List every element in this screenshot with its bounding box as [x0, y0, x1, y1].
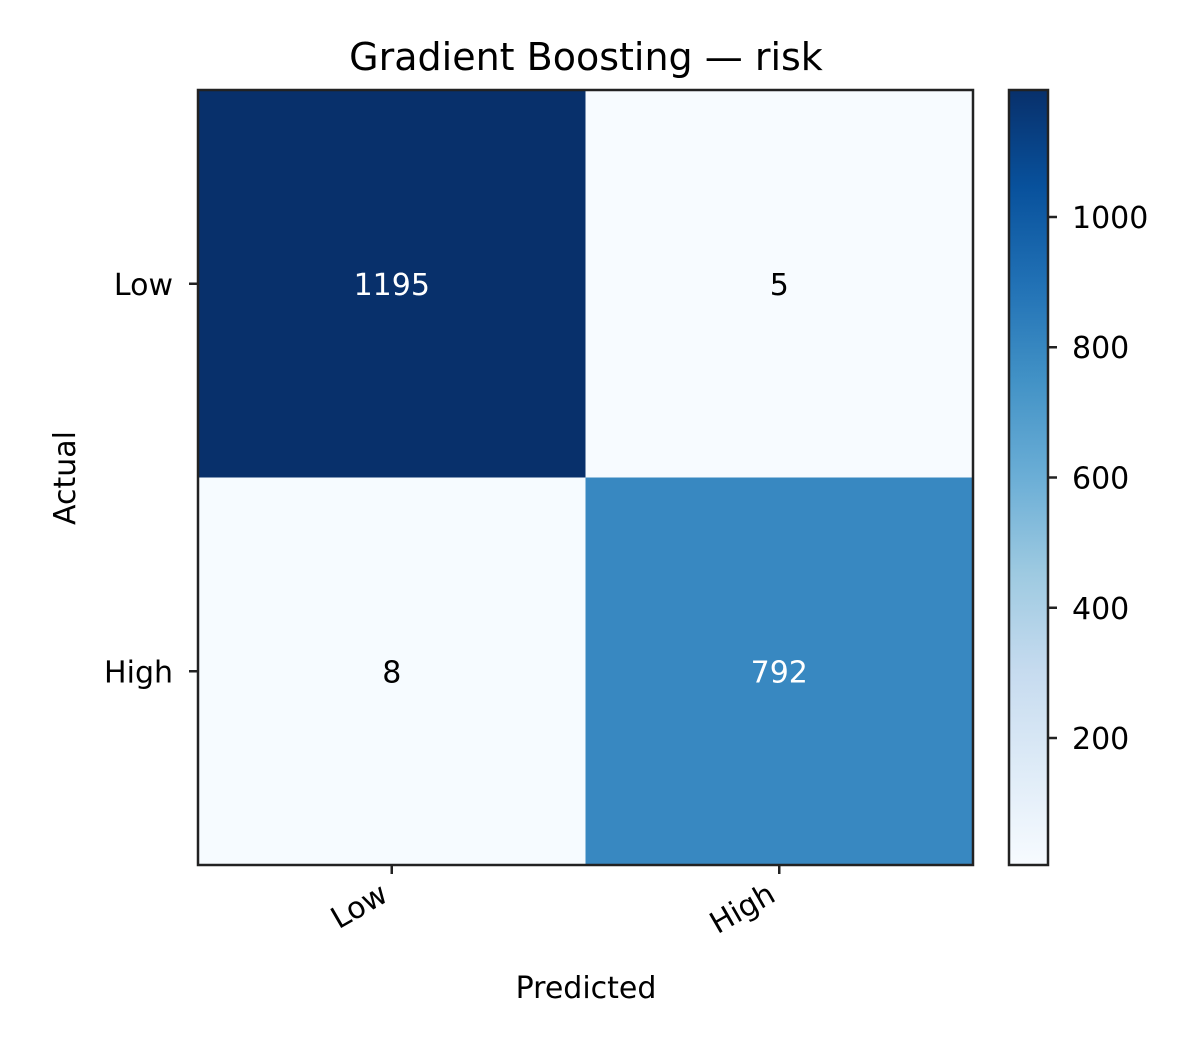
colorbar-tick-label: 1000	[1072, 201, 1148, 236]
heatmap-cell	[198, 477, 586, 865]
cell-value-label: 5	[770, 268, 789, 303]
x-tick-label: High	[704, 877, 781, 942]
heatmap-cell	[585, 90, 973, 478]
colorbar-tick-label: 800	[1072, 331, 1129, 366]
x-axis-ticks: Low High	[325, 865, 781, 941]
y-axis-ticks: Low High	[104, 268, 198, 690]
plot-frame	[196, 88, 975, 867]
cell-value-label: 1195	[354, 268, 430, 303]
cell-value-label: 8	[382, 655, 401, 690]
colorbar-tick-label: 400	[1072, 592, 1129, 627]
y-tick-label: High	[104, 655, 173, 690]
colorbar	[1007, 88, 1050, 867]
chart-title: Gradient Boosting — risk	[349, 35, 823, 79]
colorbar-tick-label: 600	[1072, 462, 1129, 497]
y-tick-label: Low	[114, 268, 173, 303]
y-axis-label: Actual	[48, 431, 83, 525]
x-tick-label: Low	[325, 877, 394, 937]
heatmap-cells: 1195 5 8 792	[198, 90, 973, 865]
colorbar-tick-label: 200	[1072, 722, 1129, 757]
heatmap-cell	[198, 90, 586, 478]
colorbar-ticks: 200 400 600 800 1000	[1048, 201, 1148, 757]
x-axis-label: Predicted	[516, 971, 657, 1006]
heatmap-cell	[585, 477, 973, 865]
cell-value-label: 792	[751, 655, 808, 690]
